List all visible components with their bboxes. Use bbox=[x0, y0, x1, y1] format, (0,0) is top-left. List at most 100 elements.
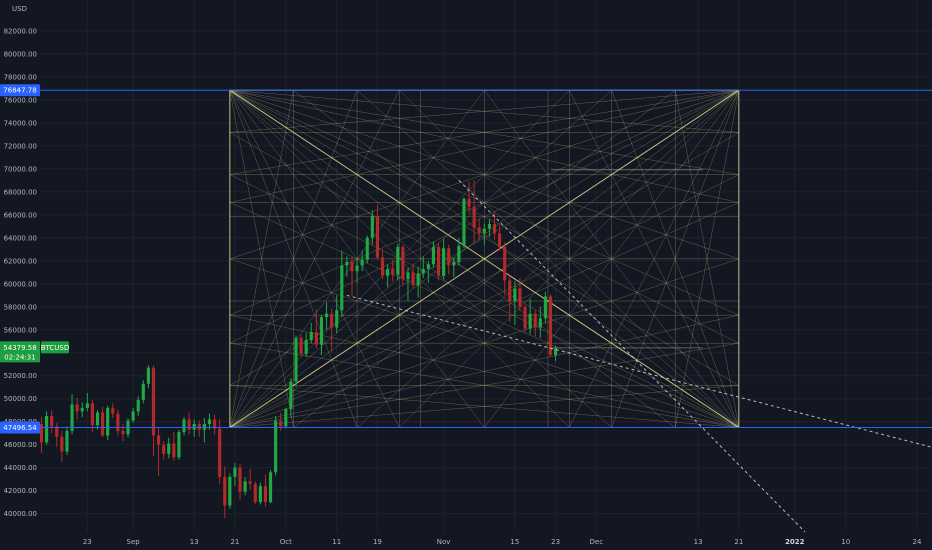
candle-body bbox=[457, 245, 461, 262]
candle-body bbox=[401, 247, 405, 280]
gann-fan-line bbox=[229, 314, 739, 428]
candle-body bbox=[207, 419, 212, 424]
candle-body bbox=[411, 272, 415, 285]
grid-lines bbox=[40, 0, 932, 532]
x-tick-label: 23 bbox=[83, 538, 92, 546]
candle-body bbox=[482, 228, 486, 234]
gann-fan-line bbox=[229, 90, 485, 428]
currency-label: USD bbox=[12, 5, 27, 13]
candle-body bbox=[487, 224, 491, 229]
gann-fan-line bbox=[356, 90, 739, 428]
gann-fan-line bbox=[229, 132, 739, 428]
candle-body bbox=[380, 257, 385, 276]
candle-body bbox=[304, 340, 308, 354]
gann-fan-line bbox=[569, 90, 740, 428]
candle-body bbox=[548, 296, 553, 356]
candle-body bbox=[45, 415, 49, 443]
candle-body bbox=[223, 476, 227, 506]
candle-body bbox=[65, 430, 69, 452]
gann-fan-line bbox=[229, 90, 485, 428]
x-tick-label: Nov bbox=[437, 538, 451, 546]
gann-fan-line bbox=[229, 90, 739, 344]
y-tick-label: 56000.00 bbox=[4, 326, 37, 334]
trend-line[interactable] bbox=[458, 180, 806, 533]
candle-body bbox=[528, 313, 532, 329]
candle-body bbox=[111, 407, 115, 414]
gann-fan-line bbox=[229, 342, 739, 428]
gann-fan-line bbox=[293, 90, 739, 428]
candle-body bbox=[263, 486, 268, 503]
y-tick-label: 62000.00 bbox=[4, 257, 37, 265]
candle-body bbox=[212, 419, 217, 429]
y-tick-label: 64000.00 bbox=[4, 234, 37, 242]
candle-body bbox=[477, 227, 481, 234]
gann-fan-line bbox=[229, 90, 676, 428]
candle-body bbox=[177, 432, 181, 458]
candle-body bbox=[106, 407, 110, 436]
candle-body bbox=[523, 306, 527, 329]
candle-body bbox=[391, 268, 395, 275]
candle-body bbox=[375, 216, 380, 258]
x-tick-label: 24 bbox=[913, 538, 922, 546]
candle-body bbox=[314, 332, 318, 345]
x-axis[interactable]: 23Sep1321Oct1119Nov1523Dec132120221024Fe… bbox=[83, 538, 932, 546]
gann-fan-line bbox=[293, 90, 739, 428]
x-tick-label: Dec bbox=[590, 538, 604, 546]
gann-fan-line bbox=[229, 385, 739, 428]
gann-fan-line bbox=[229, 90, 400, 428]
candle-body bbox=[452, 261, 456, 266]
gann-fan-line bbox=[229, 89, 739, 133]
gann-fan-line bbox=[229, 90, 358, 428]
candle-body bbox=[85, 403, 89, 408]
gann-fan-line bbox=[229, 90, 570, 428]
x-tick-label: 2022 bbox=[785, 538, 805, 546]
candle-body bbox=[50, 415, 54, 427]
level-label-bg bbox=[0, 84, 40, 97]
gann-fan-line bbox=[229, 89, 739, 316]
candle-body bbox=[131, 411, 135, 421]
candle-body bbox=[90, 403, 94, 426]
candle-body bbox=[80, 407, 84, 412]
y-tick-label: 52000.00 bbox=[4, 372, 37, 380]
y-tick-label: 58000.00 bbox=[4, 303, 37, 311]
candle-body bbox=[39, 423, 44, 443]
candle-body bbox=[202, 423, 206, 430]
candle-body bbox=[243, 481, 247, 492]
candle-body bbox=[141, 383, 145, 400]
candle-body bbox=[248, 481, 252, 484]
trend-line[interactable] bbox=[346, 294, 932, 462]
y-tick-label: 40000.00 bbox=[4, 510, 37, 518]
gann-fan-line bbox=[229, 89, 739, 203]
candle-body bbox=[60, 436, 64, 452]
y-tick-label: 44000.00 bbox=[4, 464, 37, 472]
y-tick-label: 66000.00 bbox=[4, 211, 37, 219]
candle-body bbox=[518, 288, 522, 307]
candle-body bbox=[467, 198, 471, 207]
trend-lines[interactable] bbox=[346, 180, 932, 533]
gann-fan-line bbox=[484, 90, 740, 428]
candle-body bbox=[533, 313, 537, 328]
candle-body bbox=[167, 443, 171, 454]
x-tick-label: Sep bbox=[127, 538, 141, 546]
level-lines[interactable] bbox=[40, 89, 932, 428]
candle-body bbox=[370, 216, 374, 238]
candle-body bbox=[554, 348, 558, 356]
candle-body bbox=[538, 318, 542, 328]
candle-body bbox=[258, 486, 262, 503]
gann-fan-line bbox=[229, 258, 739, 428]
candle-body bbox=[462, 198, 466, 246]
x-tick-label: 21 bbox=[230, 538, 239, 546]
gann-box[interactable] bbox=[229, 89, 740, 428]
gann-fan-line bbox=[229, 89, 739, 260]
y-tick-label: 50000.00 bbox=[4, 395, 37, 403]
y-tick-label: 82000.00 bbox=[4, 28, 37, 36]
candle-body bbox=[350, 261, 354, 272]
gann-fan-line bbox=[229, 90, 739, 344]
gann-fan-line bbox=[229, 89, 739, 260]
candle-body bbox=[294, 337, 298, 382]
gann-fan-line bbox=[229, 89, 739, 133]
candle-body bbox=[503, 247, 507, 281]
candle-body bbox=[182, 419, 186, 433]
